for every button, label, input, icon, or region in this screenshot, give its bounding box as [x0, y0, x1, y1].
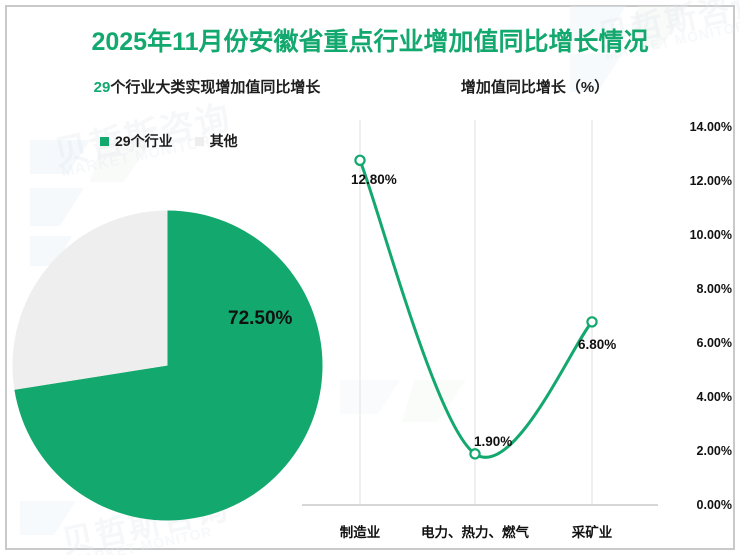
y-axis-ticks: 14.00% 12.00% 10.00% 8.00% 6.00% 4.00% 2… — [660, 0, 740, 555]
legend-item-1[interactable]: 其他 — [194, 131, 238, 151]
line-chart-svg — [302, 120, 658, 506]
data-point-label-2: 6.80% — [578, 337, 617, 352]
pie-chart-svg — [12, 210, 323, 521]
x-tick-label-0: 制造业 — [339, 525, 381, 540]
pie-slice-29-industries[interactable] — [14, 210, 323, 521]
left-chart-subtitle: 29个行业大类实现增加值同比增长 — [42, 76, 372, 97]
page-title: 2025年11月份安徽省重点行业增加值同比增长情况 — [91, 28, 649, 56]
y-tick-label-3: 8.00% — [696, 282, 732, 296]
watermark-text-en-3: MARKET MONITOR — [69, 523, 214, 555]
data-point-label-0: 12.80% — [351, 172, 397, 187]
data-point-marker-1[interactable] — [469, 448, 481, 460]
y-tick-label-2: 10.00% — [689, 228, 732, 242]
data-point-marker-2[interactable] — [586, 316, 598, 328]
x-tick-label-1: 电力、热力、燃气 — [421, 525, 529, 540]
pie-slice-other[interactable] — [12, 210, 168, 390]
legend-label-0: 29个行业 — [115, 133, 173, 149]
legend-item-0[interactable]: 29个行业 — [100, 131, 173, 151]
y-tick-label-5: 4.00% — [696, 390, 732, 404]
y-tick-label-1: 12.00% — [689, 174, 732, 188]
y-tick-label-6: 2.00% — [696, 444, 732, 458]
data-point-marker-0[interactable] — [354, 154, 366, 167]
line-chart — [296, 110, 666, 510]
pie-legend: 29个行业 其他 — [100, 131, 238, 151]
left-chart-subtitle-count: 29 — [93, 79, 111, 96]
y-tick-label-7: 0.00% — [696, 498, 732, 512]
x-tick-label-2: 采矿业 — [571, 525, 613, 540]
legend-label-1: 其他 — [209, 133, 238, 149]
data-line-series-0 — [358, 158, 594, 459]
legend-swatch-icon-1 — [194, 136, 204, 146]
pie-chart — [10, 208, 325, 523]
data-point-label-1: 1.90% — [474, 434, 513, 449]
pie-value-label: 72.50% — [228, 308, 293, 329]
left-chart-subtitle-rest: 个行业大类实现增加值同比增长 — [110, 79, 321, 96]
y-tick-label-4: 6.00% — [696, 336, 732, 350]
right-chart-subtitle: 增加值同比增长（%） — [460, 79, 610, 96]
y-tick-label-0: 14.00% — [689, 120, 732, 134]
legend-swatch-icon-0 — [100, 136, 109, 146]
